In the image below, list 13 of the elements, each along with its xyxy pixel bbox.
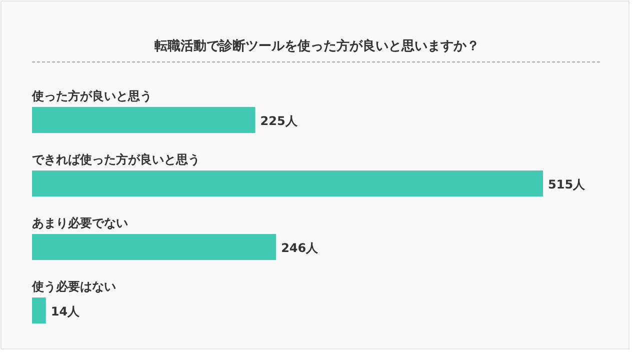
y-tick-label: 使った方が良いと思う [31, 89, 152, 103]
y-tick-label: あまり必要でない [32, 216, 128, 230]
data-label: 246人 [281, 241, 320, 255]
bar [32, 234, 276, 260]
bar [32, 298, 46, 324]
bar [32, 107, 256, 133]
data-label: 225人 [260, 114, 298, 128]
bar [32, 170, 543, 196]
chart-title: 転職活動で診断ツールを使った方が良いと思いますか？ [154, 38, 480, 54]
data-label: 515人 [548, 178, 586, 192]
y-tick-label: できれば使った方が良いと思う [32, 152, 200, 166]
y-tick-label: 使う必要はない [31, 280, 116, 294]
data-label: 14人 [50, 304, 81, 318]
